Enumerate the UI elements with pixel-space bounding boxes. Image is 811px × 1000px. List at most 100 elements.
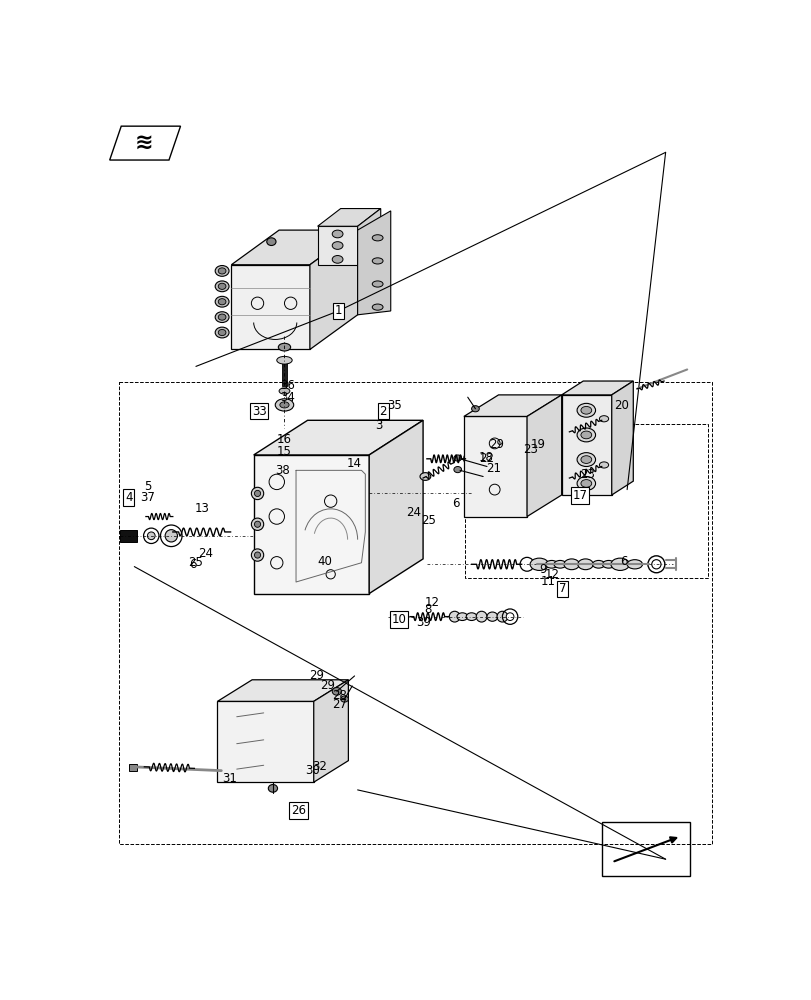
- Ellipse shape: [254, 490, 260, 497]
- Ellipse shape: [371, 304, 383, 310]
- Polygon shape: [357, 209, 380, 265]
- Text: 15: 15: [276, 445, 291, 458]
- Ellipse shape: [251, 549, 264, 561]
- Text: 29: 29: [309, 669, 324, 682]
- Text: 31: 31: [222, 772, 237, 785]
- Text: 3: 3: [374, 419, 382, 432]
- Ellipse shape: [457, 613, 467, 620]
- Ellipse shape: [599, 416, 608, 422]
- Ellipse shape: [467, 453, 478, 464]
- Ellipse shape: [268, 785, 277, 792]
- Text: 33: 33: [251, 405, 266, 418]
- Ellipse shape: [254, 521, 260, 527]
- Ellipse shape: [218, 299, 225, 305]
- Ellipse shape: [332, 687, 341, 695]
- Ellipse shape: [332, 230, 342, 238]
- Text: 19: 19: [530, 438, 546, 451]
- Ellipse shape: [267, 238, 276, 246]
- Ellipse shape: [505, 613, 513, 620]
- Text: 22: 22: [479, 452, 494, 465]
- Text: 32: 32: [312, 760, 327, 773]
- Polygon shape: [217, 701, 313, 782]
- Ellipse shape: [471, 488, 482, 499]
- Ellipse shape: [215, 281, 229, 292]
- Ellipse shape: [148, 532, 155, 540]
- Text: 23: 23: [580, 468, 594, 481]
- Ellipse shape: [448, 611, 460, 622]
- Ellipse shape: [496, 611, 507, 622]
- Text: 9: 9: [539, 563, 547, 576]
- Ellipse shape: [580, 480, 591, 487]
- Text: 35: 35: [387, 399, 401, 412]
- Polygon shape: [317, 226, 357, 265]
- Ellipse shape: [332, 242, 342, 249]
- Bar: [129, 764, 136, 771]
- Text: 40: 40: [317, 555, 333, 568]
- Polygon shape: [253, 455, 369, 594]
- Text: 25: 25: [421, 514, 436, 527]
- Ellipse shape: [251, 518, 264, 530]
- Ellipse shape: [218, 314, 225, 320]
- Text: 26: 26: [290, 804, 306, 817]
- Ellipse shape: [580, 456, 591, 463]
- Ellipse shape: [466, 613, 476, 620]
- Ellipse shape: [280, 402, 289, 408]
- Ellipse shape: [487, 612, 497, 621]
- Ellipse shape: [577, 559, 593, 570]
- Polygon shape: [109, 126, 180, 160]
- Text: 30: 30: [304, 764, 320, 777]
- Ellipse shape: [553, 560, 565, 568]
- Ellipse shape: [580, 431, 591, 439]
- Ellipse shape: [475, 611, 487, 622]
- Polygon shape: [611, 381, 633, 495]
- Bar: [486, 453, 503, 464]
- Ellipse shape: [218, 329, 225, 336]
- Ellipse shape: [215, 327, 229, 338]
- Bar: [465, 424, 707, 578]
- Text: 6: 6: [620, 555, 627, 568]
- Polygon shape: [253, 420, 423, 455]
- Ellipse shape: [577, 477, 594, 490]
- Text: 16: 16: [276, 433, 291, 446]
- Bar: [118, 382, 711, 844]
- Polygon shape: [561, 381, 633, 395]
- Ellipse shape: [599, 462, 608, 468]
- Text: 4: 4: [125, 491, 132, 504]
- Text: 5: 5: [144, 480, 151, 493]
- Text: 29: 29: [488, 438, 503, 451]
- Text: 14: 14: [346, 457, 362, 470]
- Ellipse shape: [165, 530, 178, 542]
- Polygon shape: [526, 395, 561, 517]
- Polygon shape: [561, 395, 611, 495]
- Ellipse shape: [453, 466, 461, 473]
- Text: 39: 39: [416, 616, 431, 629]
- Polygon shape: [231, 265, 310, 349]
- Polygon shape: [369, 420, 423, 594]
- Text: 21: 21: [486, 462, 501, 475]
- Ellipse shape: [332, 256, 342, 263]
- Text: 2: 2: [379, 405, 386, 418]
- Text: 1: 1: [334, 304, 341, 317]
- Polygon shape: [313, 680, 348, 782]
- Text: 13: 13: [195, 502, 209, 515]
- Ellipse shape: [371, 258, 383, 264]
- Text: 28: 28: [332, 689, 347, 702]
- Ellipse shape: [471, 406, 478, 412]
- Ellipse shape: [215, 296, 229, 307]
- Ellipse shape: [218, 268, 225, 274]
- Ellipse shape: [371, 281, 383, 287]
- Text: 12: 12: [424, 596, 440, 609]
- Polygon shape: [463, 395, 561, 416]
- Text: 20: 20: [614, 399, 629, 412]
- Text: 27: 27: [332, 698, 347, 711]
- Text: ≋: ≋: [134, 133, 152, 153]
- Ellipse shape: [545, 560, 557, 568]
- Text: 34: 34: [280, 391, 294, 404]
- Text: 29: 29: [320, 679, 335, 692]
- Polygon shape: [217, 680, 348, 701]
- Ellipse shape: [530, 558, 548, 570]
- Text: 11: 11: [539, 575, 555, 588]
- Ellipse shape: [278, 343, 290, 351]
- Ellipse shape: [592, 560, 604, 568]
- Polygon shape: [317, 209, 380, 226]
